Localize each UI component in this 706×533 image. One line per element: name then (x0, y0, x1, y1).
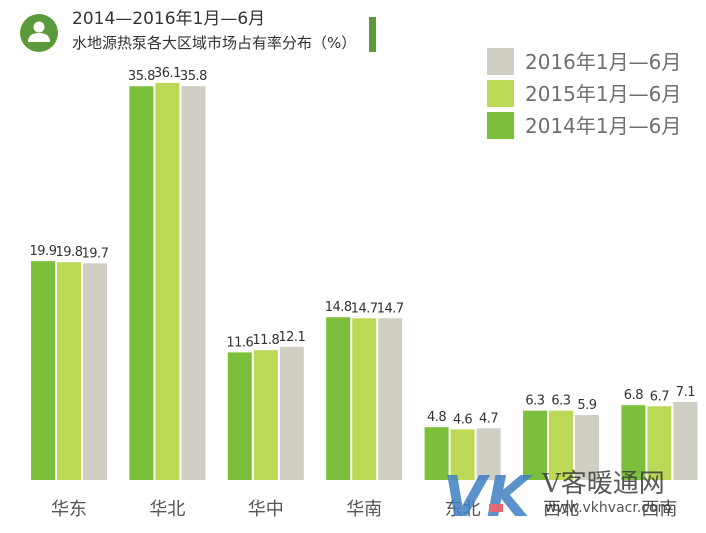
bar-0-2 (83, 263, 107, 480)
x-tick-label-1: 华北 (149, 499, 185, 520)
value-label-1-1: 36.1 (154, 66, 181, 81)
bar-2-2 (279, 346, 304, 480)
bar-0-1 (57, 262, 81, 480)
value-label-5-1: 6.3 (551, 394, 570, 409)
bar-4-0 (424, 427, 449, 480)
chart-title: 2014—2016年1月—6月 (72, 9, 265, 29)
legend: 2016年1月—6月 2015年1月—6月 2014年1月—6月 (487, 48, 681, 139)
bar-1-0 (129, 86, 154, 480)
bar-2-1 (253, 350, 278, 480)
value-label-1-0: 35.8 (128, 69, 155, 84)
value-label-2-1: 11.8 (252, 333, 279, 348)
value-label-2-0: 11.6 (226, 335, 253, 350)
bar-3-1 (352, 318, 377, 480)
watermark-url: www.vkhvacr.com (545, 500, 671, 516)
user-icon (20, 14, 58, 52)
header-accent-bar (369, 17, 376, 52)
value-label-0-2: 19.7 (82, 246, 109, 261)
bar-2-0 (227, 352, 252, 480)
value-label-3-2: 14.7 (377, 301, 404, 316)
bar-0-0 (31, 261, 55, 480)
bar-4-1 (450, 429, 475, 480)
bar-6-1 (647, 406, 672, 480)
legend-label-0: 2016年1月—6月 (525, 50, 681, 74)
value-label-4-1: 4.6 (453, 412, 472, 427)
bar-3-0 (326, 317, 351, 480)
value-label-6-0: 6.8 (624, 388, 643, 403)
value-label-4-2: 4.7 (479, 411, 498, 426)
bar-5-0 (523, 410, 547, 480)
value-label-5-0: 6.3 (525, 394, 544, 409)
watermark: VK V客暖通网 www.vkhvacr.com (443, 465, 671, 530)
x-tick-labels: 华东 华北 华中 华南 东北 西北 西南 (51, 499, 677, 520)
watermark-brand: V客暖通网 (541, 469, 665, 499)
x-tick-label-4: 东北 (445, 499, 481, 520)
legend-label-1: 2015年1月—6月 (525, 82, 681, 106)
x-tick-label-0: 华东 (51, 499, 87, 520)
value-label-0-0: 19.9 (30, 244, 57, 259)
bar-5-1 (549, 410, 573, 480)
bars-layer (31, 82, 698, 481)
legend-swatch-2 (487, 112, 514, 139)
value-labels-layer: 19.9 19.8 19.7 35.8 36.1 35.8 11.6 11.8 12.1 14.8… (30, 66, 696, 427)
x-tick-label-5: 西北 (543, 499, 579, 520)
bar-1-2 (181, 86, 206, 480)
x-tick-label-6: 西南 (641, 499, 677, 520)
bar-1-1 (155, 82, 180, 481)
value-label-4-0: 4.8 (427, 410, 446, 425)
x-tick-label-2: 华中 (248, 499, 284, 520)
value-label-6-1: 6.7 (650, 389, 669, 404)
value-label-3-0: 14.8 (325, 300, 352, 315)
legend-swatch-0 (487, 48, 514, 75)
bar-5-2 (575, 415, 599, 480)
watermark-logo-accent (489, 504, 503, 512)
x-tick-label-3: 华南 (346, 499, 382, 520)
value-label-2-2: 12.1 (278, 330, 305, 345)
bar-3-2 (378, 318, 403, 480)
legend-swatch-1 (487, 80, 514, 107)
legend-label-2: 2014年1月—6月 (525, 114, 681, 138)
bar-6-2 (673, 401, 698, 480)
value-label-6-2: 7.1 (676, 385, 695, 400)
value-label-0-1: 19.8 (56, 245, 83, 260)
value-label-1-2: 35.8 (180, 69, 207, 84)
chart-subtitle: 水地源热泵各大区域市场占有率分布（%） (72, 34, 356, 52)
watermark-logo: VK (443, 465, 533, 530)
value-label-3-1: 14.7 (351, 301, 378, 316)
value-label-5-2: 5.9 (577, 398, 596, 413)
bar-4-2 (476, 428, 501, 480)
bar-6-0 (621, 405, 646, 480)
